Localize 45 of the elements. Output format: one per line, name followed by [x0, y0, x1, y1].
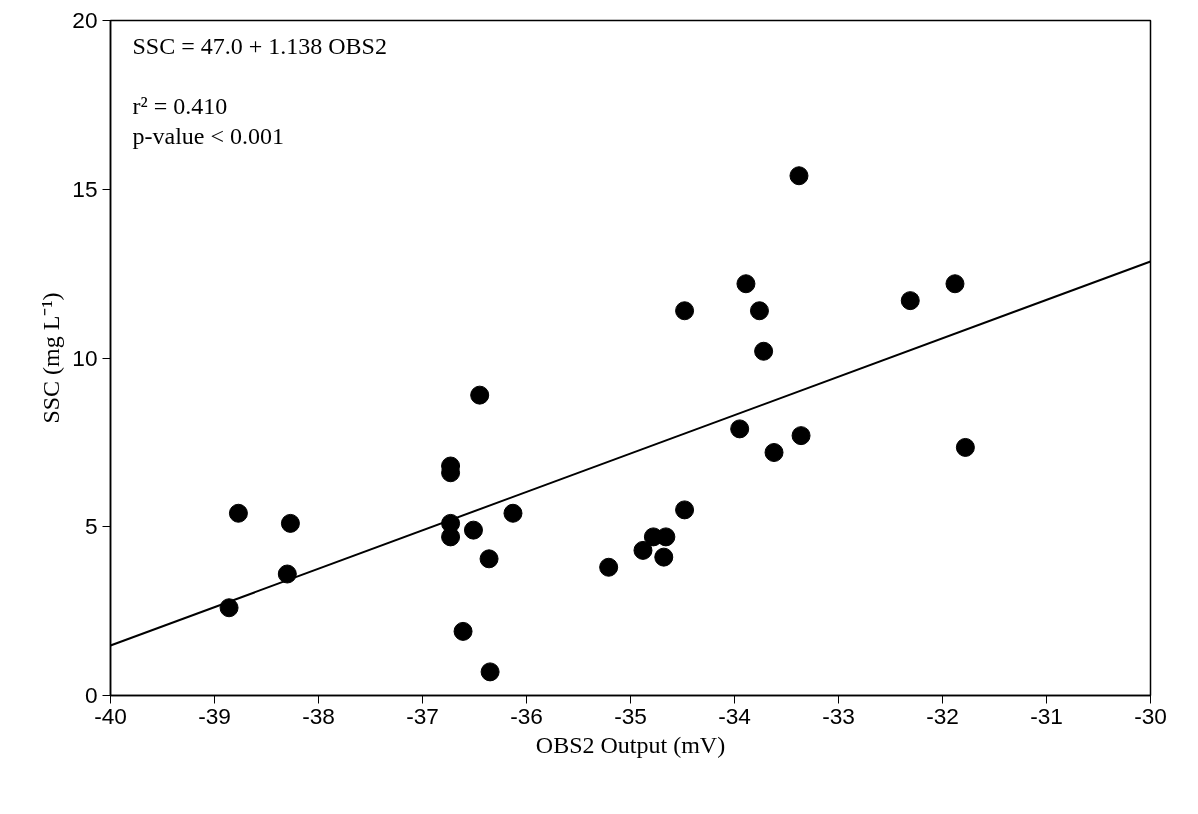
- point: [441, 527, 461, 547]
- point: [749, 301, 769, 321]
- x-tick-label: -38: [302, 702, 335, 729]
- x-tick-label: -31: [1030, 702, 1063, 729]
- x-tick-label: -35: [614, 702, 647, 729]
- x-tick-label: -30: [1134, 702, 1167, 729]
- annotation: p-value < 0.001: [132, 122, 284, 149]
- y-axis-title: SSC (mg L⁻¹): [38, 292, 65, 424]
- point: [470, 385, 490, 405]
- annotation: r² = 0.410: [132, 92, 228, 119]
- point: [480, 662, 500, 682]
- x-tick-label: -36: [510, 702, 543, 729]
- point: [654, 547, 674, 567]
- point: [633, 540, 653, 560]
- point: [945, 274, 965, 294]
- point: [955, 437, 975, 457]
- point: [656, 527, 676, 547]
- point: [736, 274, 756, 294]
- point: [789, 166, 809, 186]
- point: [599, 557, 619, 577]
- point: [791, 426, 811, 446]
- y-tick-label: 10: [72, 344, 98, 371]
- x-axis-title: OBS2 Output (mV): [535, 731, 726, 758]
- y-tick-label: 20: [72, 7, 98, 33]
- x-tick-label: -37: [406, 702, 439, 729]
- point: [503, 503, 523, 523]
- point: [754, 341, 774, 361]
- point: [675, 301, 695, 321]
- point: [900, 291, 920, 311]
- y-tick-label: 15: [72, 175, 98, 202]
- point: [675, 500, 695, 520]
- annotation: SSC = 47.0 + 1.138 OBS2: [132, 32, 387, 59]
- point: [479, 549, 499, 569]
- point: [453, 621, 473, 641]
- x-tick-label: -32: [926, 702, 959, 729]
- x-tick-label: -33: [822, 702, 855, 729]
- x-tick-label: -34: [718, 702, 751, 729]
- point: [764, 443, 784, 462]
- x-tick-label: -39: [198, 702, 231, 729]
- point: [280, 513, 300, 533]
- point: [463, 520, 483, 540]
- y-tick-label: 5: [84, 513, 98, 540]
- point: [730, 419, 750, 439]
- point: [277, 564, 297, 584]
- point: [228, 503, 248, 523]
